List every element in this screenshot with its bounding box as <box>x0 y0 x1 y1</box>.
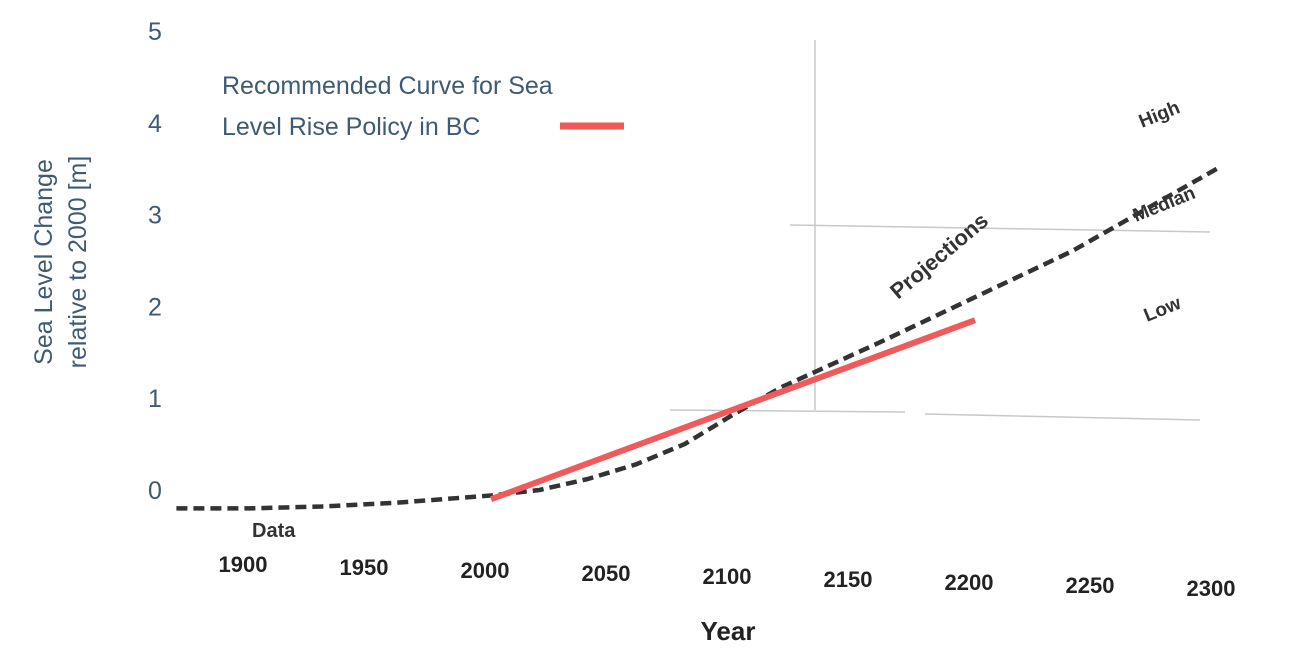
y-tick-label: 0 <box>148 477 162 505</box>
x-tick-label: 2300 <box>1187 576 1236 601</box>
annotation-low: Low <box>1141 293 1184 327</box>
legend: Recommended Curve for Sea Level Rise Pol… <box>222 72 624 141</box>
x-tick-labels: 1900 1950 2000 2050 2100 2150 2200 2250 2300 <box>219 552 1236 601</box>
x-tick-label: 2050 <box>582 561 631 586</box>
y-tick-label: 3 <box>148 202 162 230</box>
x-tick-label: 2100 <box>703 564 752 589</box>
y-tick-label: 1 <box>148 385 162 413</box>
y-tick-label: 5 <box>148 18 162 46</box>
annotation-median: Median <box>1130 183 1199 227</box>
x-tick-label: 1950 <box>340 555 389 580</box>
annotation-projections: Projections <box>885 208 993 304</box>
x-tick-label: 2200 <box>945 570 994 595</box>
y-tick-labels: 0 1 2 3 4 5 <box>148 18 162 505</box>
faint-guides <box>669 40 1211 421</box>
x-axis-label: Year <box>701 616 756 646</box>
x-tick-label: 2000 <box>461 558 510 583</box>
annotation-high: High <box>1136 97 1183 132</box>
series-layer <box>176 166 1219 511</box>
x-tick-label: 2150 <box>824 567 873 592</box>
legend-text-line1: Recommended Curve for Sea <box>222 72 553 100</box>
y-axis-label-line2: relative to 2000 [m] <box>64 156 92 369</box>
series-recommended-curve <box>489 317 977 503</box>
legend-text-line2: Level Rise Policy in BC <box>222 113 480 141</box>
y-tick-label: 2 <box>148 293 162 321</box>
annotation-data: Data <box>252 520 296 542</box>
series-dashed-line <box>176 166 1219 511</box>
y-axis-label-line1: Sea Level Change <box>30 159 58 365</box>
x-tick-label: 1900 <box>219 552 268 577</box>
y-tick-label: 4 <box>148 110 162 138</box>
y-axis-label: Sea Level Change relative to 2000 [m] <box>30 156 92 369</box>
x-tick-label: 2250 <box>1066 573 1115 598</box>
